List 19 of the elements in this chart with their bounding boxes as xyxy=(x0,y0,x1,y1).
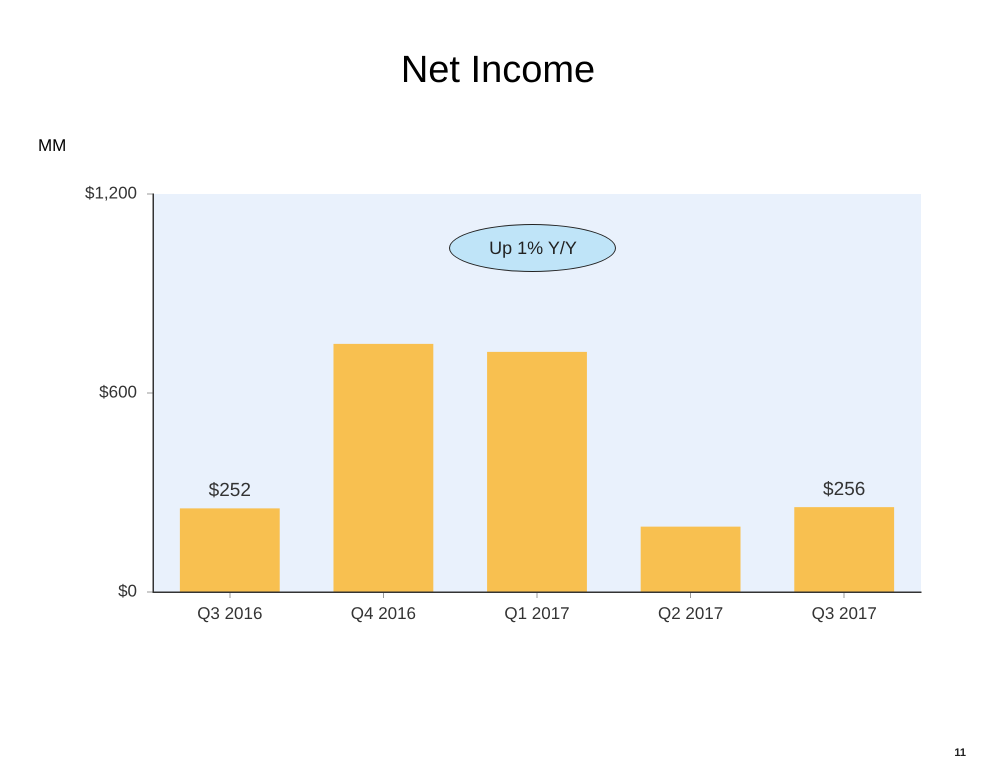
bar xyxy=(487,352,587,592)
chart-title: Net Income xyxy=(400,48,596,93)
y-tick-label: $1,200 xyxy=(85,184,137,203)
x-tick-label: Q3 2017 xyxy=(812,604,877,623)
text: 11 xyxy=(954,746,966,760)
x-tick-label: Q4 2016 xyxy=(350,604,416,623)
bar xyxy=(640,526,741,592)
x-tick-label: Q3 2016 xyxy=(197,604,262,623)
annotation: Up 1% Y/Y xyxy=(488,237,578,260)
bar xyxy=(794,507,894,592)
bar xyxy=(333,344,434,592)
y-tick-label: $600 xyxy=(99,382,137,402)
y-axis-title: MM xyxy=(38,136,66,156)
y-tick-label: $0 xyxy=(118,582,137,601)
bar xyxy=(180,508,280,592)
x-tick-label: Q1 2017 xyxy=(504,604,570,623)
data-label: $256 xyxy=(823,478,866,500)
data-label: $252 xyxy=(208,480,251,502)
x-tick-label: Q2 2017 xyxy=(658,604,724,623)
